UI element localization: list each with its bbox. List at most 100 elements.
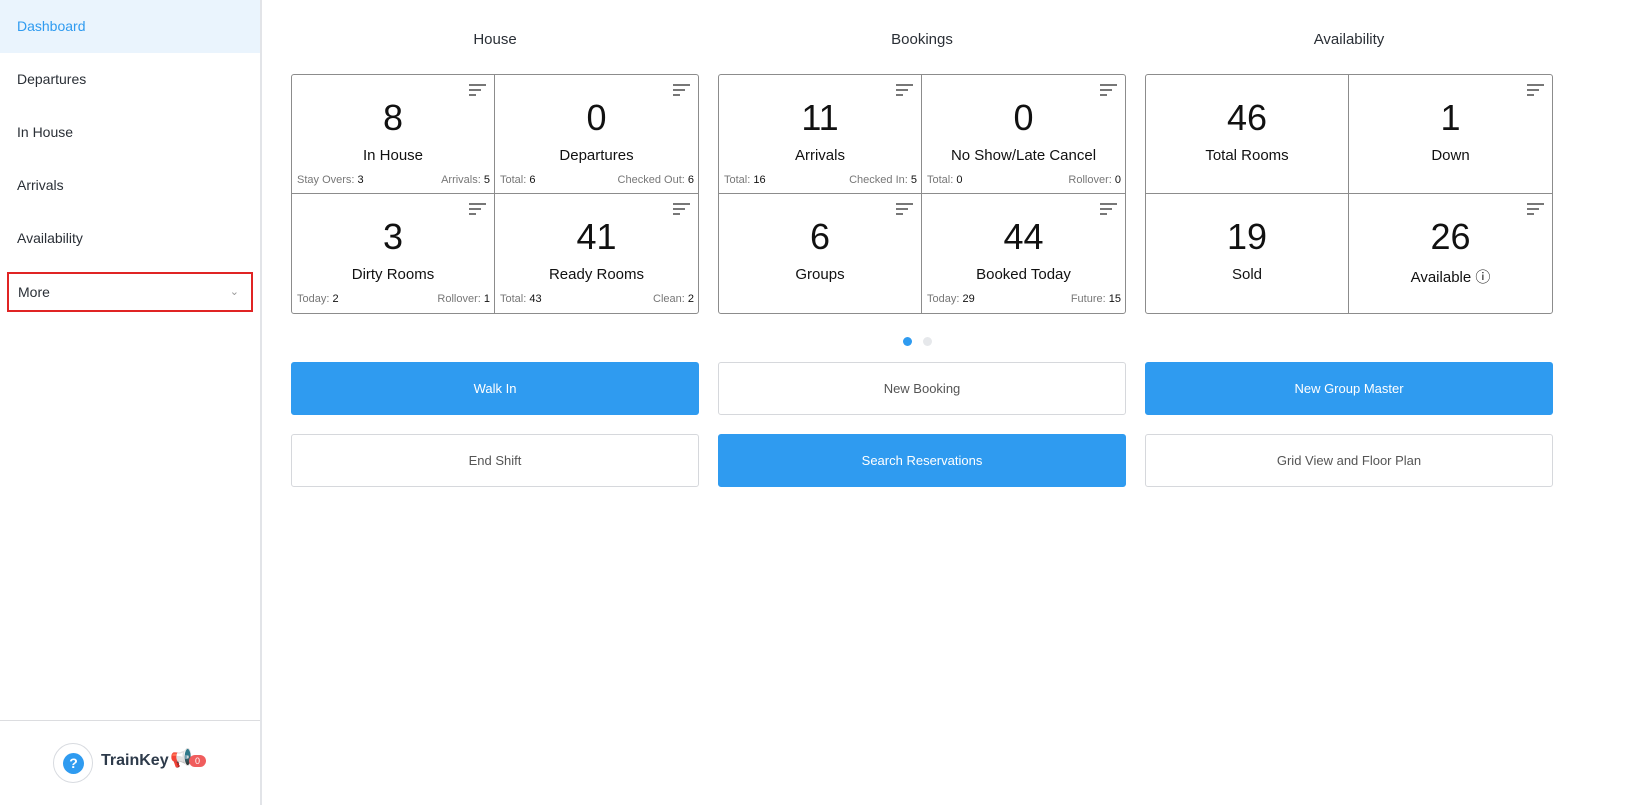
search-reservations-button[interactable]: Search Reservations: [718, 434, 1126, 487]
footer-label: Checked In:: [849, 174, 908, 186]
filter-icon[interactable]: [469, 203, 486, 215]
footer-value: 5: [483, 174, 490, 186]
stat-value: 0: [586, 97, 607, 138]
section-title: Bookings: [891, 31, 953, 48]
stat-label: Groups: [795, 266, 845, 283]
stat-footer-left: Today: 2: [297, 293, 339, 305]
stat-value: 6: [809, 216, 831, 257]
new-booking-button[interactable]: New Booking: [718, 362, 1126, 415]
stat-value: 3: [382, 216, 404, 257]
footer-label: Future:: [1070, 293, 1106, 305]
sidebar: Dashboard Departures In House Arrivals A…: [0, 0, 262, 805]
stat-value: 46: [1226, 97, 1268, 138]
filter-icon[interactable]: [896, 203, 913, 215]
stat-footer-right: Arrivals: 5: [441, 174, 490, 186]
stat-value: 44: [1003, 216, 1044, 257]
footer-label: Today:: [297, 293, 330, 305]
footer-value: 16: [753, 174, 766, 186]
house-card-grid: 8 In House Stay Overs: 3 Arrivals: 5 0 Depart…: [291, 74, 699, 314]
stat-value: 19: [1226, 216, 1268, 257]
stat-card[interactable]: 6 Groups: [719, 194, 922, 313]
stat-card[interactable]: 8 In House Stay Overs: 3 Arrivals: 5: [292, 75, 495, 194]
footer-label: Total:: [927, 174, 954, 186]
stat-card[interactable]: 46 Total Rooms: [1146, 75, 1349, 194]
stat-card[interactable]: 1 Down: [1349, 75, 1552, 194]
stat-value: 26: [1430, 216, 1471, 257]
stat-value: 8: [382, 97, 404, 138]
footer-label: Rollover:: [437, 293, 481, 305]
sidebar-item-more[interactable]: More ⌄: [7, 272, 253, 312]
filter-icon[interactable]: [896, 84, 913, 96]
chevron-down-icon: ⌄: [229, 286, 239, 298]
stat-footer-left: Today: 29: [927, 293, 975, 305]
filter-icon[interactable]: [673, 84, 690, 96]
section-title: Availability: [1313, 31, 1385, 48]
stat-card[interactable]: 26 Available ⓘ: [1349, 194, 1552, 313]
stat-label: Arrivals: [794, 147, 845, 164]
stat-card[interactable]: 41 Ready Rooms Total: 43 Clean: 2: [495, 194, 698, 313]
stat-value: 0: [1013, 97, 1034, 138]
filter-icon[interactable]: [469, 84, 486, 96]
sidebar-item-dashboard[interactable]: Dashboard: [0, 0, 260, 53]
notification-badge: 0: [189, 755, 207, 767]
stat-card[interactable]: 0 No Show/Late Cancel Total: 0 Rollover: 0: [922, 75, 1125, 194]
footer-value: 2: [332, 293, 339, 305]
stat-label: In House: [362, 147, 424, 164]
footer-value: 3: [357, 174, 364, 186]
stat-card[interactable]: 11 Arrivals Total: 16 Checked In: 5: [719, 75, 922, 194]
footer-value: 2: [687, 293, 694, 305]
footer-label: Total:: [500, 174, 527, 186]
stat-footer-left: Total: 6: [500, 174, 535, 186]
walk-in-button[interactable]: Walk In: [291, 362, 699, 415]
filter-icon[interactable]: [1100, 203, 1117, 215]
stat-label: Booked Today: [976, 266, 1071, 283]
sidebar-item-arrivals[interactable]: Arrivals: [17, 177, 64, 193]
new-group-master-button[interactable]: New Group Master: [1145, 362, 1553, 415]
sidebar-item-departures[interactable]: Departures: [17, 71, 87, 87]
stat-label: Ready Rooms: [548, 266, 645, 283]
stat-label: Dirty Rooms: [351, 266, 435, 283]
stat-footer-right: Checked Out: 6: [618, 174, 694, 186]
footer-value: 6: [529, 174, 536, 186]
filter-icon[interactable]: [1527, 203, 1544, 215]
stat-footer-right: Checked In: 5: [849, 174, 917, 186]
footer-value: 1: [483, 293, 490, 305]
megaphone-icon[interactable]: 📢: [170, 748, 193, 768]
stat-card[interactable]: 19 Sold: [1146, 194, 1349, 313]
help-icon: ?: [63, 753, 84, 774]
end-shift-button[interactable]: End Shift: [291, 434, 699, 487]
grid-view-and-floor-plan-button[interactable]: Grid View and Floor Plan: [1145, 434, 1553, 487]
help-button[interactable]: ?: [53, 743, 93, 783]
carousel-dot-2[interactable]: [923, 337, 932, 346]
stat-label: Total Rooms: [1205, 147, 1289, 164]
section-title: House: [473, 31, 517, 48]
footer-value: 6: [687, 174, 694, 186]
footer-value: 29: [962, 293, 975, 305]
stat-label: No Show/Late Cancel: [950, 147, 1097, 164]
footer-value: 43: [529, 293, 542, 305]
stat-label: Down: [1431, 147, 1470, 164]
stat-footer-left: Stay Overs: 3: [297, 174, 364, 186]
sidebar-item-in-house[interactable]: In House: [17, 124, 74, 140]
footer-label: Today:: [927, 293, 960, 305]
filter-icon[interactable]: [1527, 84, 1544, 96]
filter-icon[interactable]: [1100, 84, 1117, 96]
stat-footer-left: Total: 16: [724, 174, 766, 186]
carousel-dot-1[interactable]: [903, 337, 912, 346]
footer-value: 0: [1114, 174, 1121, 186]
availability-card-grid: 46 Total Rooms 1 Down 19 Sold 26 Available ⓘ: [1145, 74, 1553, 314]
stat-footer-right: Clean: 2: [653, 293, 694, 305]
footer-value: 15: [1108, 293, 1121, 305]
filter-icon[interactable]: [673, 203, 690, 215]
stat-card[interactable]: 3 Dirty Rooms Today: 2 Rollover: 1: [292, 194, 495, 313]
stat-footer-left: Total: 0: [927, 174, 962, 186]
footer-label: Rollover:: [1068, 174, 1112, 186]
footer-label: Total:: [724, 174, 751, 186]
sidebar-item-availability[interactable]: Availability: [17, 230, 83, 246]
footer-label: Clean:: [653, 293, 685, 305]
footer-value: 0: [956, 174, 963, 186]
stat-card[interactable]: 0 Departures Total: 6 Checked Out: 6: [495, 75, 698, 194]
stat-footer-left: Total: 43: [500, 293, 542, 305]
stat-label: Departures: [559, 147, 634, 164]
stat-card[interactable]: 44 Booked Today Today: 29 Future: 15: [922, 194, 1125, 313]
